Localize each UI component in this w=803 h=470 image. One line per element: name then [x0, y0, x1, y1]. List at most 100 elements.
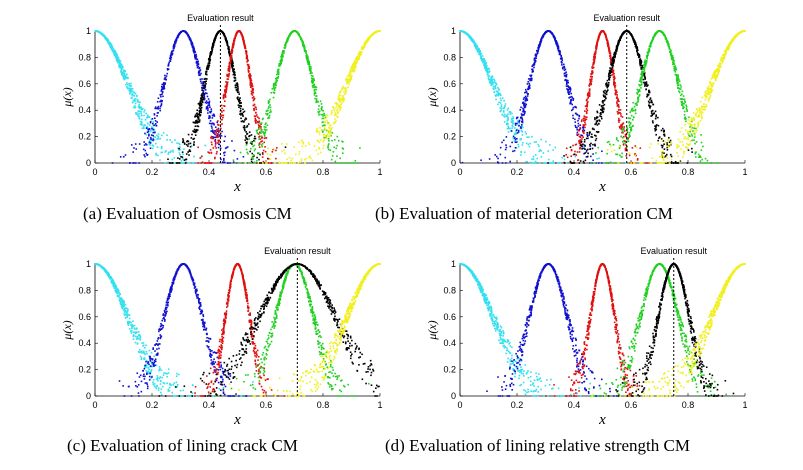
- data-point: [211, 143, 213, 146]
- data-point: [511, 127, 513, 130]
- data-point: [341, 162, 344, 164]
- data-point: [589, 81, 592, 83]
- data-point: [242, 115, 244, 117]
- data-point: [499, 92, 501, 95]
- data-point: [227, 45, 230, 48]
- data-point: [311, 159, 314, 162]
- data-point: [500, 99, 502, 102]
- data-point: [197, 146, 199, 149]
- data-point: [161, 87, 164, 90]
- data-point: [248, 76, 251, 78]
- data-point: [337, 98, 339, 100]
- data-point: [133, 98, 136, 100]
- data-point: [312, 81, 315, 83]
- data-point: [361, 48, 363, 50]
- data-point: [328, 122, 330, 125]
- data-point: [533, 141, 536, 143]
- data-point: [192, 143, 195, 146]
- data-point: [259, 138, 262, 140]
- data-point: [197, 120, 200, 123]
- data-point: [199, 105, 201, 108]
- data-point: [228, 73, 230, 75]
- data-point: [309, 71, 312, 73]
- data-point: [121, 73, 124, 76]
- data-point: [363, 44, 366, 46]
- data-point: [537, 47, 540, 49]
- data-point: [488, 81, 491, 83]
- data-point: [583, 152, 585, 155]
- data-point: [520, 106, 522, 109]
- data-point: [225, 84, 228, 87]
- data-point: [289, 33, 291, 36]
- data-point: [144, 143, 147, 145]
- data-point: [113, 54, 116, 57]
- y-tick-label: 0.8: [78, 52, 91, 62]
- data-point: [200, 106, 203, 109]
- data-point: [187, 133, 190, 136]
- data-point: [196, 66, 199, 69]
- data-point: [145, 133, 148, 136]
- data-point: [280, 55, 283, 57]
- data-point: [591, 70, 593, 72]
- data-point: [520, 151, 523, 154]
- data-point: [592, 64, 594, 66]
- data-point: [335, 103, 338, 105]
- data-point: [575, 143, 578, 146]
- data-point: [221, 118, 223, 121]
- data-point: [540, 150, 542, 152]
- data-point: [327, 144, 330, 147]
- data-point: [185, 161, 187, 163]
- data-point: [223, 157, 225, 160]
- data-point: [223, 93, 225, 96]
- data-point: [306, 60, 309, 62]
- data-point: [563, 66, 566, 68]
- data-point: [264, 128, 266, 131]
- data-point: [333, 122, 335, 125]
- data-point: [225, 89, 227, 92]
- data-point: [166, 134, 168, 137]
- data-point: [516, 120, 519, 122]
- data-point: [315, 86, 318, 89]
- data-point: [229, 162, 231, 164]
- data-point: [189, 162, 191, 164]
- data-point: [612, 69, 615, 72]
- data-point: [126, 77, 128, 79]
- data-point: [228, 67, 231, 70]
- data-point: [225, 81, 227, 83]
- data-point: [529, 142, 531, 145]
- data-point: [646, 162, 649, 164]
- data-point: [476, 49, 479, 51]
- data-point: [267, 107, 270, 110]
- data-point: [214, 35, 217, 38]
- data-point: [521, 120, 524, 123]
- data-point: [354, 63, 357, 66]
- data-point: [137, 110, 140, 113]
- data-point: [207, 65, 210, 67]
- y-tick-label: 0: [451, 158, 456, 168]
- data-point: [148, 133, 150, 136]
- data-point: [202, 92, 204, 94]
- data-point: [275, 157, 277, 160]
- data-point: [620, 128, 623, 131]
- data-point: [582, 120, 585, 122]
- data-point: [325, 116, 328, 118]
- data-point: [286, 38, 288, 41]
- data-point: [627, 138, 629, 140]
- data-point: [302, 141, 304, 143]
- data-point: [585, 137, 588, 140]
- series-cyan: [94, 30, 212, 164]
- data-point: [323, 144, 325, 147]
- data-point: [249, 76, 252, 79]
- data-point: [350, 70, 353, 72]
- data-point: [120, 66, 122, 69]
- data-point: [341, 147, 344, 149]
- data-point: [358, 57, 361, 60]
- data-point: [249, 81, 252, 84]
- data-point: [317, 153, 320, 155]
- data-point: [302, 44, 304, 46]
- data-point: [326, 130, 328, 133]
- data-point: [199, 74, 202, 76]
- data-point: [531, 135, 533, 138]
- data-point: [141, 124, 143, 126]
- data-point: [156, 100, 159, 103]
